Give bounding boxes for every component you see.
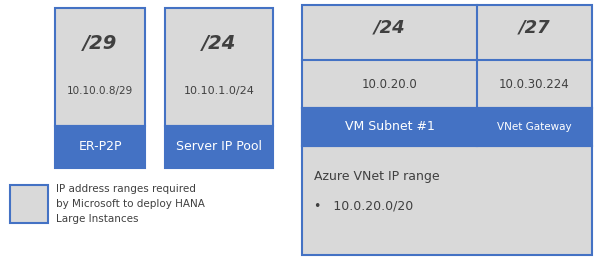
Bar — [302, 5, 592, 255]
Bar — [55, 126, 145, 168]
Bar — [10, 185, 48, 223]
Text: VM Subnet #1: VM Subnet #1 — [344, 120, 435, 134]
Text: /24: /24 — [202, 34, 236, 53]
Text: Server IP Pool: Server IP Pool — [176, 140, 262, 153]
Text: •   10.0.20.0/20: • 10.0.20.0/20 — [314, 200, 413, 213]
Text: VNet Gateway: VNet Gateway — [497, 122, 572, 132]
Text: 10.0.20.0: 10.0.20.0 — [362, 78, 417, 92]
Text: 10.10.1.0/24: 10.10.1.0/24 — [183, 86, 254, 95]
Bar — [165, 126, 273, 168]
Bar — [165, 8, 273, 126]
Bar — [55, 8, 145, 126]
Text: ER-P2P: ER-P2P — [78, 140, 122, 153]
Bar — [302, 108, 592, 146]
Text: 10.0.30.224: 10.0.30.224 — [499, 78, 570, 92]
Text: Azure VNet IP range: Azure VNet IP range — [314, 170, 439, 183]
Text: /27: /27 — [519, 18, 551, 36]
Text: IP address ranges required
by Microsoft to deploy HANA
Large Instances: IP address ranges required by Microsoft … — [56, 184, 205, 224]
Text: /29: /29 — [83, 34, 117, 53]
Text: 10.10.0.8/29: 10.10.0.8/29 — [67, 86, 133, 95]
Text: /24: /24 — [374, 18, 405, 36]
